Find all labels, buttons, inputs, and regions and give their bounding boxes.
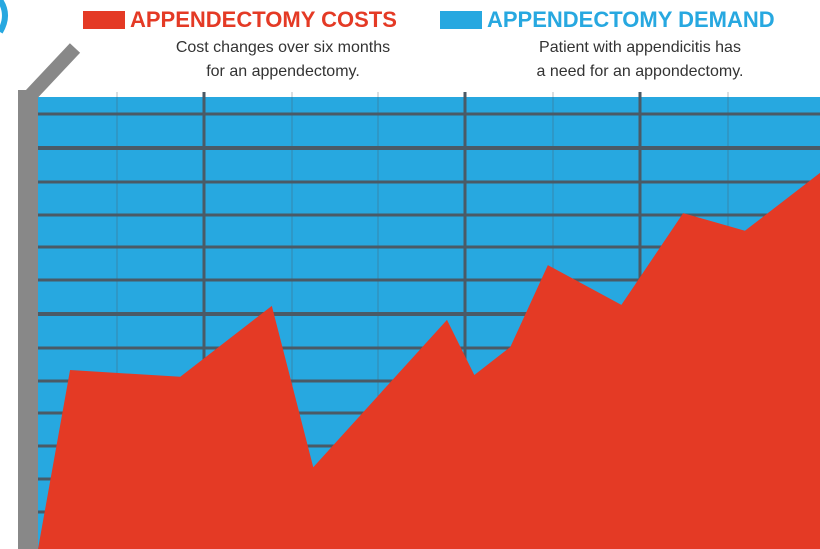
cost-layer xyxy=(38,172,820,549)
legend-subtitle: Patient with appendicitis has a need for … xyxy=(537,39,744,80)
frame-diagonal xyxy=(22,43,81,103)
frame-post xyxy=(18,90,38,549)
legend-label: APPENDECTOMY DEMAND xyxy=(487,7,775,32)
legend-swatch xyxy=(440,11,482,29)
legend-label: APPENDECTOMY COSTS xyxy=(130,7,397,32)
decor-arc xyxy=(0,0,8,34)
legend: APPENDECTOMY COSTS Cost changes over six … xyxy=(83,7,775,80)
area xyxy=(38,172,820,549)
legend-swatch xyxy=(83,11,125,29)
legend-subtitle: Cost changes over six months for an appen… xyxy=(176,39,390,80)
